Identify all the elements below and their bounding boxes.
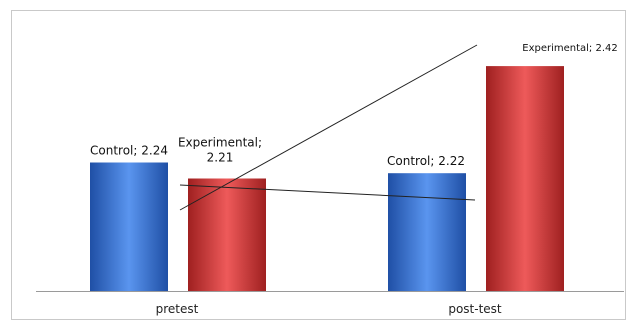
data-label-experimental-post-test: Experimental; 2.42: [522, 43, 618, 54]
data-label-control-post-test: Control; 2.22: [387, 154, 465, 168]
data-labels: Control; 2.24 Control; 2.22 Experimental; 2…: [90, 43, 618, 168]
bar-control-pretest: [90, 162, 168, 291]
trend-line-control: [179, 184, 476, 201]
bar-control-post-test: [388, 173, 466, 291]
trend-line-experimental: [179, 44, 478, 211]
category-label-pretest: pretest: [156, 302, 199, 316]
category-labels: pretest post-test: [156, 302, 502, 316]
category-label-post-test: post-test: [448, 302, 502, 316]
data-label-line: Experimental;: [178, 136, 262, 150]
annotation-lines: [179, 44, 478, 211]
bar-experimental-pretest: [188, 178, 266, 291]
data-label-line: 2.21: [207, 151, 234, 165]
bars-layer: [90, 66, 564, 291]
data-label-control-pretest: Control; 2.24: [90, 144, 168, 158]
bar-experimental-post-test: [486, 66, 564, 291]
data-label-experimental-pretest: Experimental; 2.21: [178, 136, 262, 165]
